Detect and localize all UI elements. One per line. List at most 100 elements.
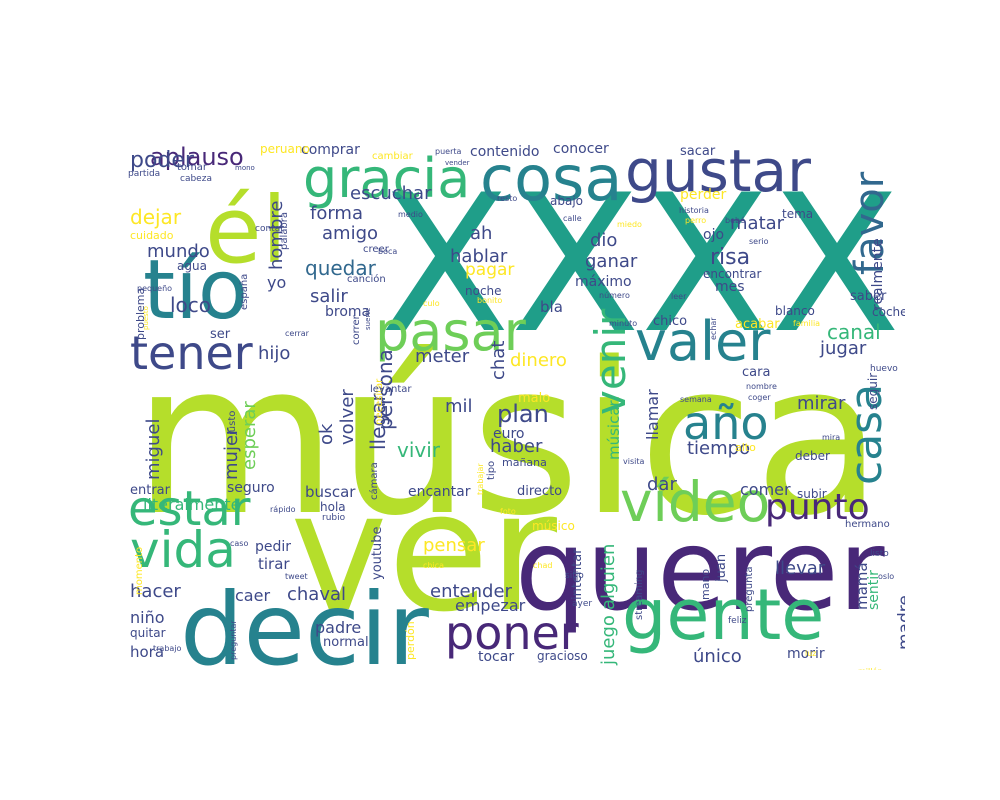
cloud-word: pagar [465, 260, 515, 280]
cloud-word: esperar [239, 401, 260, 470]
cloud-word: nombre [746, 382, 777, 391]
cloud-word: tío [143, 243, 249, 338]
cloud-word: hijo [258, 343, 291, 364]
cloud-word: ayer [572, 599, 593, 609]
cloud-word: estar [128, 481, 251, 537]
cloud-word: euro [493, 426, 525, 442]
cloud-word: visita [623, 457, 645, 466]
cloud-word: pequeño [137, 284, 173, 293]
cloud-word: puesto [142, 306, 150, 330]
cloud-word: matar [730, 213, 785, 234]
cloud-word: directo [517, 484, 563, 499]
cloud-word: levantar [370, 384, 412, 395]
cloud-word: preguntar [229, 620, 238, 660]
cloud-word: número [599, 291, 630, 300]
cloud-word: semana [680, 395, 712, 404]
cloud-word: rápido [270, 505, 296, 514]
cloud-word: año [683, 396, 769, 450]
cloud-word: seguro [227, 480, 275, 496]
cloud-word: puerta [435, 147, 462, 156]
cloud-word: tirar [258, 555, 290, 573]
cloud-word: minuto [609, 319, 638, 328]
cloud-word: bla [540, 298, 563, 316]
cloud-word: comprar [301, 142, 360, 158]
cloud-word: deber [795, 449, 830, 463]
cloud-word: listo [870, 549, 889, 559]
cloud-word: quedar [305, 256, 376, 280]
cloud-word: coger [748, 393, 771, 402]
cloud-word: broma [325, 304, 371, 320]
cloud-word: músicar [605, 400, 623, 460]
cloud-word: único [693, 646, 742, 667]
cloud-word: caso [230, 539, 249, 548]
cloud-word: chat [488, 340, 509, 380]
cloud-word: mundo [147, 241, 210, 262]
cloud-word: chico [653, 314, 688, 329]
cloud-word: pasar [375, 300, 526, 363]
cloud-word: dar [647, 474, 677, 495]
cloud-word: canción [347, 274, 386, 285]
cloud-word: tener [130, 326, 253, 380]
cloud-word: empezar [455, 596, 526, 615]
cloud-word: streaming [634, 569, 645, 620]
cloud-word: familia [793, 319, 821, 328]
cloud-word: hora [130, 643, 165, 661]
cloud-word: mirar [797, 393, 846, 414]
cloud-word: plan [497, 400, 549, 428]
cloud-word: saber [850, 289, 887, 304]
cloud-word: escuchar [350, 183, 432, 204]
cloud-word: yo [267, 273, 287, 292]
cloud-word: tweet [285, 572, 308, 581]
cloud-word: españa [239, 273, 250, 310]
cloud-word: vender [445, 159, 470, 167]
cloud-word: youtube [370, 526, 385, 580]
cloud-word: volver [337, 389, 358, 445]
cloud-word: hola [320, 500, 346, 514]
cloud-word: poder [130, 148, 194, 173]
cloud-word: contenido [470, 144, 540, 160]
cloud-word: padre [315, 618, 362, 637]
cloud-word: cerrar [285, 329, 309, 338]
cloud-word: perder [680, 187, 727, 203]
cloud-word: miguel [143, 418, 164, 480]
cloud-word: seguir [866, 372, 880, 410]
cloud-word: abajo [550, 194, 583, 208]
cloud-word: tocar [478, 649, 515, 665]
cloud-word: conocer [553, 141, 609, 157]
cloud-word: noche [465, 284, 502, 298]
cloud-word: literalmente [143, 495, 241, 514]
cloud-word: miedo [617, 220, 642, 229]
cloud-word: mañana [502, 456, 547, 469]
cloud-word: vivir [397, 438, 441, 462]
cloud-word: perdón [404, 621, 417, 660]
cloud-word: rubio [322, 513, 346, 523]
cloud-word: valer [635, 310, 771, 373]
cloud-word: ok [316, 423, 337, 445]
cloud-word: echar [709, 317, 718, 340]
cloud-word: correr [351, 315, 362, 345]
cloud-word: haber [490, 436, 543, 457]
word-cloud: música XXXX ver querer decir él tío gente vídeo c… [125, 140, 905, 670]
cloud-word: ojo [703, 227, 725, 243]
cloud-word: mujer [221, 427, 242, 480]
cloud-word: salir [310, 286, 348, 307]
cloud-word: suerte [364, 307, 372, 330]
cloud-word: cuidado [130, 229, 174, 242]
cloud-word: músico [532, 519, 575, 533]
cloud-word: pensar [423, 535, 485, 556]
cloud-word: dinero [510, 350, 567, 371]
cloud-word: decir [180, 571, 429, 671]
cloud-word: chica [423, 561, 444, 570]
cloud-word: normal [323, 635, 369, 650]
cloud-word: bonito [477, 296, 503, 305]
cloud-word: sitio [565, 571, 584, 581]
cloud-word: tiempo [687, 438, 751, 459]
cloud-word: dio [590, 230, 618, 251]
cloud-word: hacer [130, 581, 181, 602]
cloud-word: llamar [643, 389, 662, 440]
cloud-word: hermano [845, 519, 890, 530]
cloud-word: medio [398, 210, 423, 219]
cloud-word: mil [445, 396, 473, 417]
cloud-word: resto [497, 194, 518, 203]
cloud-word: máximo [575, 274, 632, 290]
